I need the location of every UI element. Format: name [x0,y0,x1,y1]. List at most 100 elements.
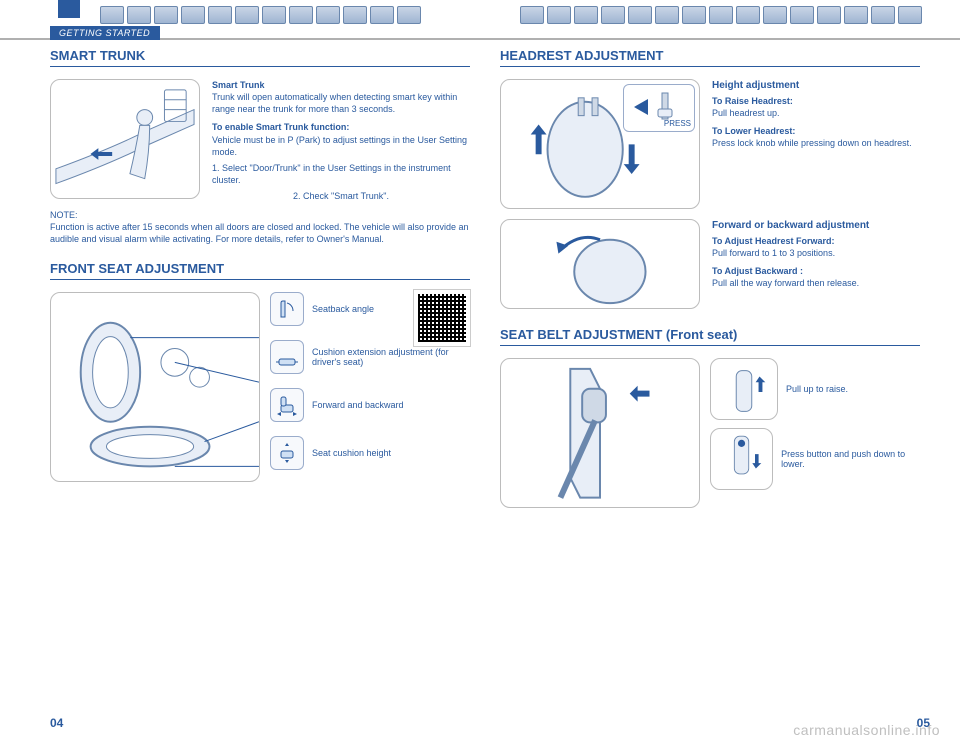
watermark: carmanualsonline.info [793,722,940,738]
smart-trunk-note: NOTE: Function is active after 15 second… [50,210,470,245]
smart-trunk-sub2: To enable Smart Trunk function: [212,121,470,133]
nav-icon [790,6,814,24]
cushion-height-icon [270,436,304,470]
nav-icon [601,6,625,24]
front-seat-heading: FRONT SEAT ADJUSTMENT [50,261,470,280]
nav-icon [208,6,232,24]
fwd-text: Pull forward to 1 to 3 positions. [712,247,920,259]
front-seat-illustration [50,292,260,482]
smart-trunk-p2: Vehicle must be in P (Park) to adjust se… [212,134,470,158]
seat-control-label: Seat cushion height [312,448,391,458]
seatbelt-illustration [500,358,700,508]
seat-control-label: Seatback angle [312,304,374,314]
seatbelt-row: Pull up to raise. Press button and push … [500,358,920,508]
front-seat-wrap: Seatback angle Cushion extension adjustm… [50,292,470,482]
smart-trunk-p1: Trunk will open automatically when detec… [212,91,470,115]
seatbelt-raise-row: Pull up to raise. [710,358,920,420]
page-number-left: 04 [50,716,63,730]
nav-icon [898,6,922,24]
top-bar: GETTING STARTED [0,0,960,40]
height-title: Height adjustment [712,79,920,93]
back-text: Pull all the way forward then release. [712,277,920,289]
nav-icon [817,6,841,24]
seat-control-label: Forward and backward [312,400,404,410]
forward-backward-icon [270,388,304,422]
nav-icon [736,6,760,24]
front-seat-controls: Seatback angle Cushion extension adjustm… [270,292,470,482]
headrest-height-illustration: PRESS [500,79,700,209]
press-badge: PRESS [623,84,695,132]
nav-icon [628,6,652,24]
nav-icon [370,6,394,24]
seatbelt-raise-illustration [710,358,778,420]
section-tab [58,0,80,18]
seatbelt-raise-text: Pull up to raise. [786,384,848,394]
back-label: To Adjust Backward : [712,265,920,277]
smart-trunk-sub1: Smart Trunk [212,79,470,91]
seatbelt-lower-row: Press button and push down to lower. [710,428,920,490]
fb-title: Forward or backward adjustment [712,219,920,233]
note-label: NOTE: [50,210,78,220]
seatbelt-anchor-icon [501,359,699,508]
press-arrow-icon [634,99,648,115]
page-left: SMART TRUNK Smart Trunk Trunk will open … [50,48,470,702]
section-label: GETTING STARTED [50,26,160,40]
smart-trunk-step1: 1. Select "Door/Trunk" in the User Setti… [212,162,470,186]
nav-icon [547,6,571,24]
seat-control-item: Seat cushion height [270,436,470,470]
nav-icon [316,6,340,24]
nav-icon [871,6,895,24]
seat-control-item: Forward and backward [270,388,470,422]
headrest-fb-icon [501,220,699,309]
lower-label: To Lower Headrest: [712,125,920,137]
nav-icon [235,6,259,24]
nav-icon [763,6,787,24]
nav-icon [844,6,868,24]
nav-icon [520,6,544,24]
qr-code-icon [414,290,470,346]
smart-trunk-step2: 2. Check "Smart Trunk". [212,190,470,202]
page-right: HEADREST ADJUSTMENT PRESS Height adjustm… [500,48,920,702]
smart-trunk-heading: SMART TRUNK [50,48,470,67]
nav-icon [127,6,151,24]
nav-icon [154,6,178,24]
nav-icon [181,6,205,24]
press-knob-icon [648,91,688,121]
nav-icons-left [100,6,421,24]
nav-icon [574,6,598,24]
cushion-extension-icon [270,340,304,374]
nav-icon [100,6,124,24]
nav-icons-right [520,6,922,24]
smart-trunk-text: Smart Trunk Trunk will open automaticall… [212,79,470,202]
smart-trunk-row: Smart Trunk Trunk will open automaticall… [50,79,470,202]
seatbelt-raise-icon [711,359,777,419]
nav-icon [682,6,706,24]
seatbelt-lower-icon [711,429,772,485]
headrest-height-block: PRESS Height adjustment To Raise Headres… [500,79,920,209]
seat-control-label: Cushion extension adjustment (for driver… [312,347,470,367]
seatback-angle-icon [270,292,304,326]
nav-icon [397,6,421,24]
lower-text: Press lock knob while pressing down on h… [712,137,920,149]
nav-icon [709,6,733,24]
seat-controls-icon [51,293,259,481]
headrest-fb-text: Forward or backward adjustment To Adjust… [712,219,920,309]
seatbelt-lower-illustration [710,428,773,490]
headrest-fb-illustration [500,219,700,309]
nav-icon [655,6,679,24]
smart-trunk-illustration [50,79,200,199]
raise-text: Pull headrest up. [712,107,920,119]
headrest-height-text: Height adjustment To Raise Headrest: Pul… [712,79,920,209]
nav-icon [262,6,286,24]
fwd-label: To Adjust Headrest Forward: [712,235,920,247]
raise-label: To Raise Headrest: [712,95,920,107]
headrest-heading: HEADREST ADJUSTMENT [500,48,920,67]
note-body: Function is active after 15 seconds when… [50,222,469,244]
nav-icon [289,6,313,24]
trunk-person-icon [51,80,199,198]
seatbelt-heading: SEAT BELT ADJUSTMENT (Front seat) [500,327,920,346]
seatbelt-side-col: Pull up to raise. Press button and push … [710,358,920,508]
headrest-fb-block: Forward or backward adjustment To Adjust… [500,219,920,309]
seatbelt-lower-text: Press button and push down to lower. [781,449,920,469]
nav-icon [343,6,367,24]
